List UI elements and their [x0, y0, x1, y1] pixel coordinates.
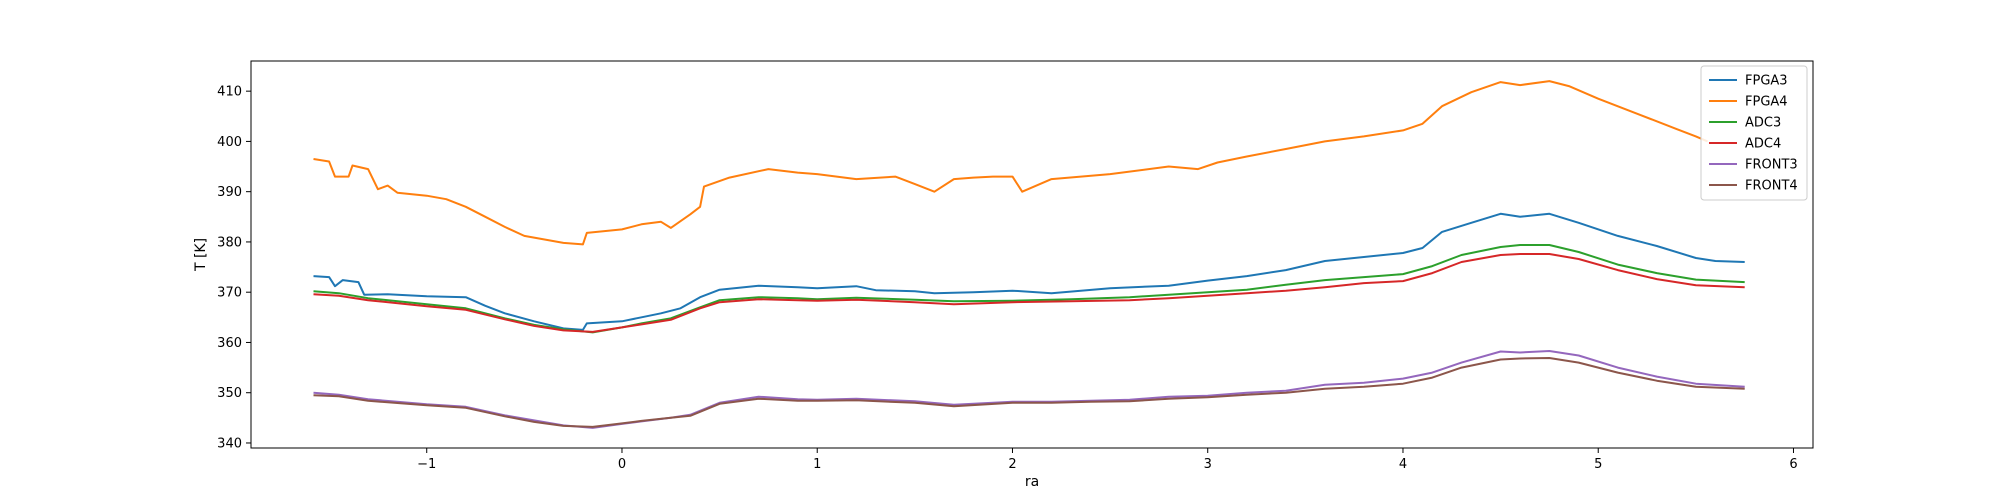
series-line-adc4 [313, 253, 1745, 333]
legend-label-fpga4: FPGA4 [1745, 95, 1788, 110]
y-tick-label: 400 [217, 135, 242, 150]
y-tick-label: 350 [217, 386, 242, 401]
legend-label-fpga3: FPGA3 [1745, 74, 1788, 89]
y-tick-label: 370 [217, 286, 242, 301]
series-line-fpga4 [313, 80, 1708, 246]
x-axis: −1 0 1 2 3 4 5 6 [417, 448, 1798, 472]
x-tick-label: 0 [618, 457, 626, 472]
y-tick-label: 340 [217, 436, 242, 451]
y-axis-label: T [K] [193, 238, 209, 272]
series-layer [313, 80, 1745, 429]
x-tick-label: 1 [813, 457, 821, 472]
x-tick-label: 2 [1008, 457, 1016, 472]
series-line-front4 [313, 357, 1745, 428]
plot-frame [250, 60, 1814, 449]
y-tick-label: 390 [217, 185, 242, 200]
x-tick-label: 4 [1399, 457, 1407, 472]
series-line-front3 [313, 350, 1745, 429]
x-tick-label: 5 [1594, 457, 1602, 472]
x-tick-label: 6 [1789, 457, 1797, 472]
legend: FPGA3 FPGA4 ADC3 ADC4 FRONT3 FRONT4 [1700, 65, 1808, 201]
x-tick-label: 3 [1204, 457, 1212, 472]
legend-label-front4: FRONT4 [1745, 179, 1798, 194]
legend-label-front3: FRONT3 [1745, 158, 1798, 173]
series-line-fpga3 [313, 212, 1745, 331]
y-tick-label: 410 [217, 85, 242, 100]
x-axis-label: ra [1025, 474, 1039, 490]
y-axis: 340 350 360 370 380 390 400 410 [217, 85, 251, 451]
legend-label-adc3: ADC3 [1745, 116, 1781, 131]
y-tick-label: 360 [217, 336, 242, 351]
legend-box [1700, 65, 1808, 201]
legend-label-adc4: ADC4 [1745, 137, 1781, 152]
y-tick-label: 380 [217, 235, 242, 250]
x-tick-label: −1 [417, 457, 436, 472]
